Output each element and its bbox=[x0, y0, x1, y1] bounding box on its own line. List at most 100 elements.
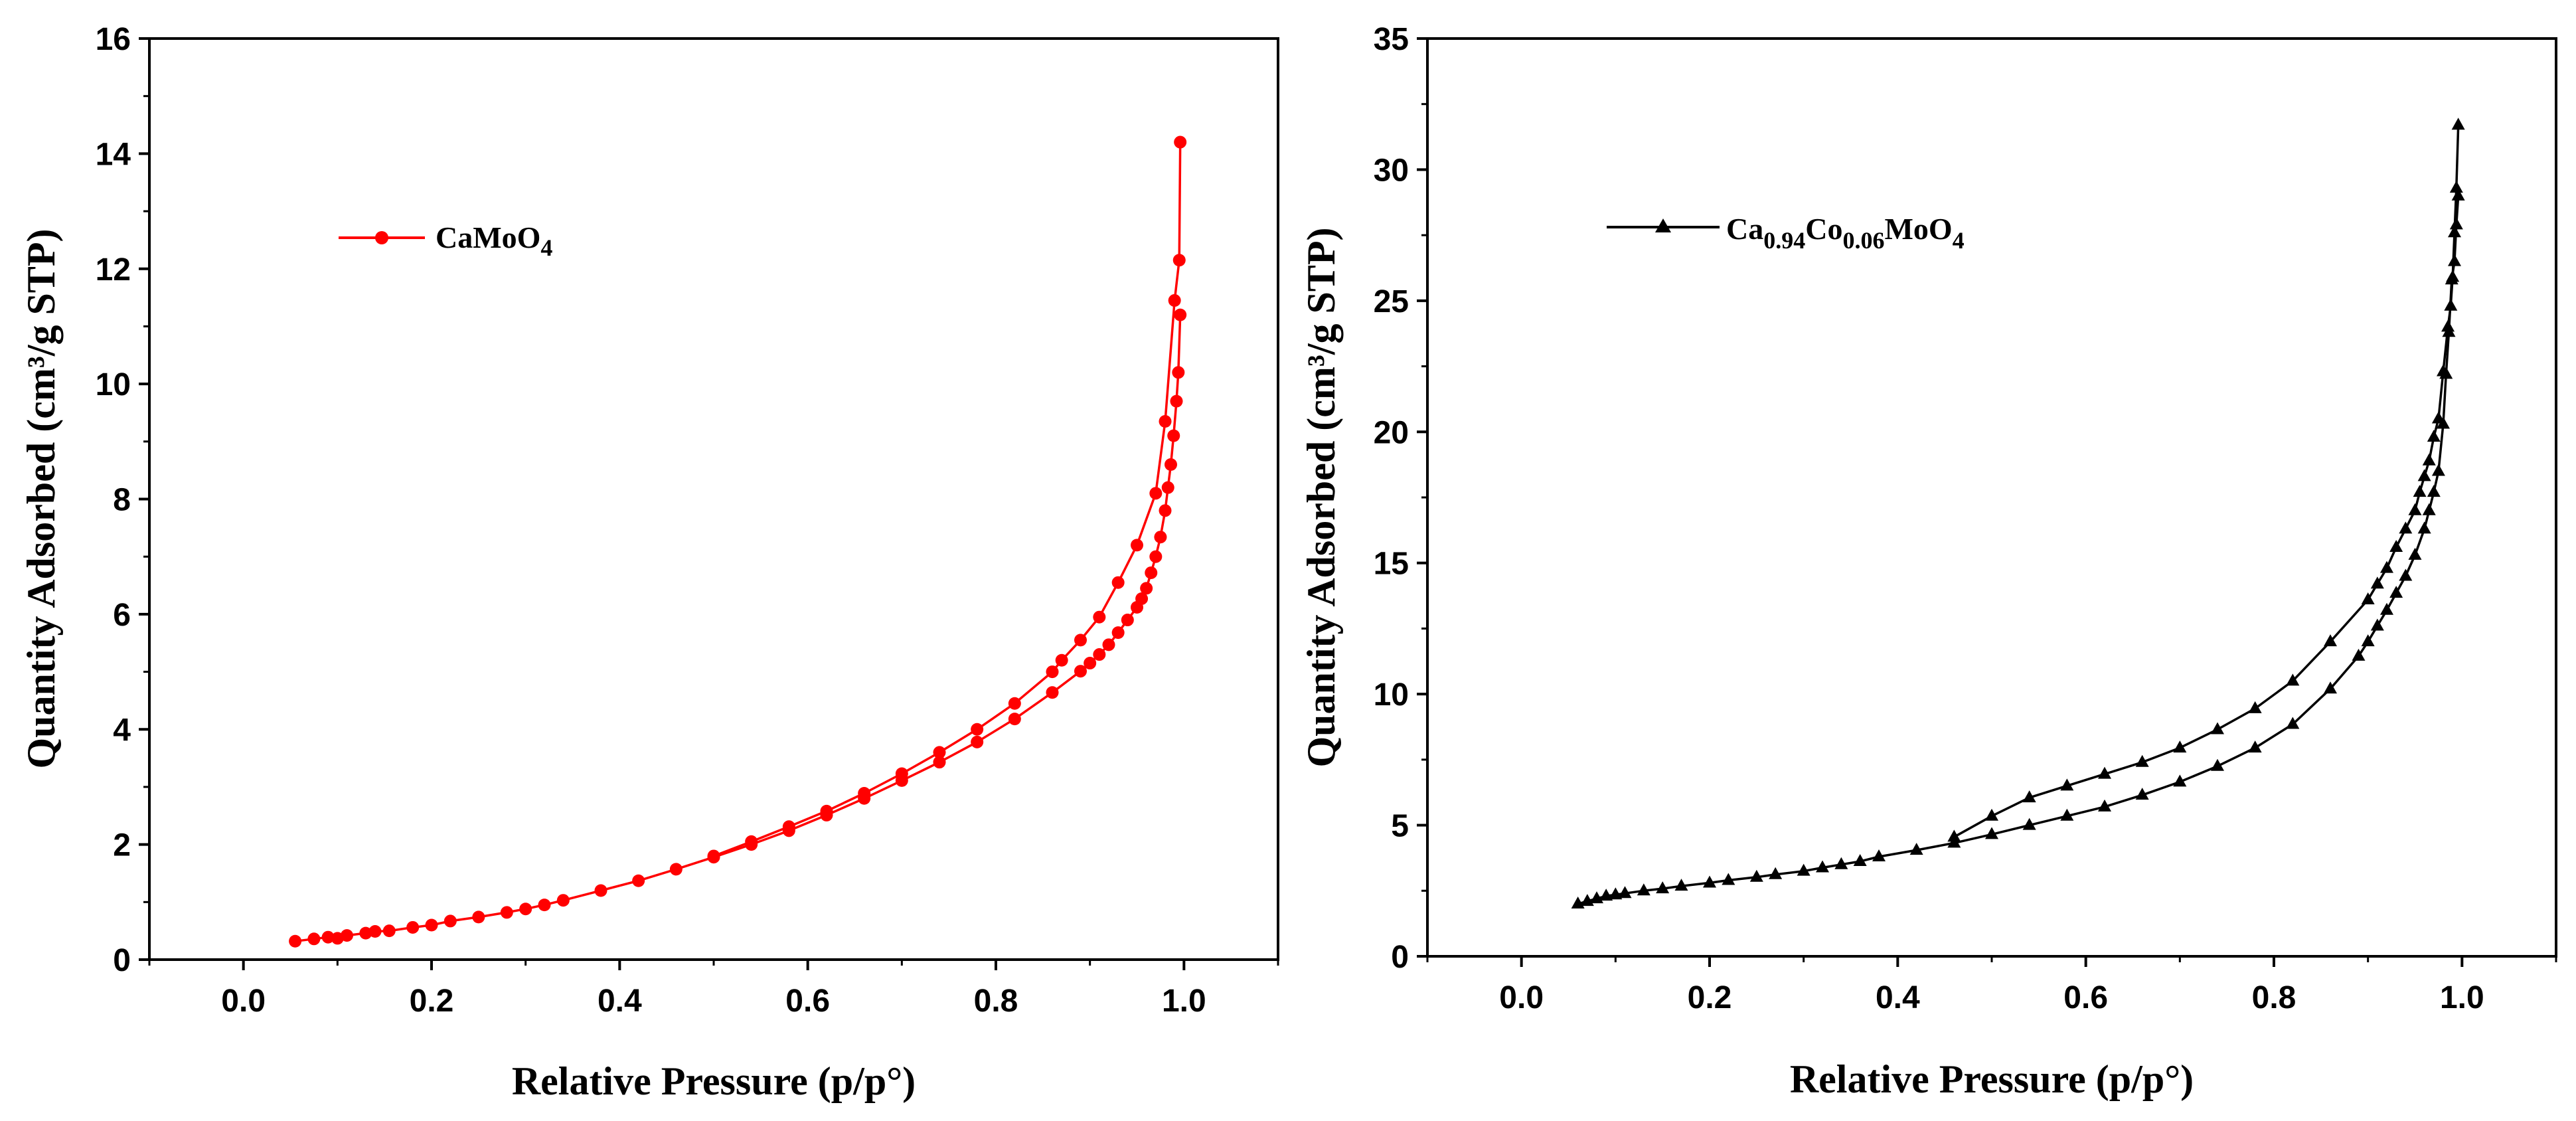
data-point bbox=[1008, 713, 1021, 726]
data-point bbox=[2448, 225, 2461, 238]
x-tick-label: 1.0 bbox=[2440, 980, 2484, 1015]
data-point bbox=[2444, 298, 2458, 311]
data-point bbox=[1703, 875, 1716, 888]
x-tick-labels: 0.0 0.2 0.4 0.6 0.8 1.0 bbox=[1499, 980, 2484, 1015]
data-point bbox=[895, 767, 908, 780]
data-point bbox=[1008, 697, 1021, 710]
tick-marks bbox=[139, 37, 1279, 970]
legend-label: Ca0.94Co0.06MoO4 bbox=[1726, 212, 1965, 254]
x-tick-label: 0.0 bbox=[1499, 980, 1544, 1015]
data-point bbox=[2417, 469, 2431, 481]
x-tick-labels: 0.0 0.2 0.4 0.6 0.8 1.0 bbox=[221, 984, 1206, 1019]
data-point bbox=[1149, 550, 1163, 563]
data-point bbox=[1816, 860, 1829, 873]
x-axis-title: Relative Pressure (p/p°) bbox=[1790, 1057, 2194, 1101]
data-point bbox=[1947, 829, 1961, 842]
desorption-line bbox=[713, 141, 1182, 857]
data-point bbox=[341, 929, 353, 942]
data-point bbox=[1046, 665, 1059, 679]
data-point bbox=[2060, 808, 2074, 821]
data-point bbox=[2389, 540, 2403, 553]
data-point bbox=[707, 849, 720, 863]
data-point bbox=[971, 735, 984, 748]
data-point bbox=[425, 918, 438, 932]
data-point bbox=[1168, 294, 1181, 307]
data-point bbox=[2427, 485, 2441, 497]
data-point bbox=[2098, 766, 2111, 779]
data-point bbox=[2380, 560, 2393, 573]
data-point bbox=[2422, 453, 2436, 466]
data-point bbox=[632, 874, 645, 887]
x-tick-label: 0.4 bbox=[1876, 980, 1920, 1015]
legend-marker bbox=[1655, 218, 1671, 232]
legend-label-s1: 0.94 bbox=[1763, 227, 1805, 254]
data-point bbox=[2022, 818, 2036, 830]
data-point bbox=[1769, 867, 1783, 879]
legend-label-p2: Co bbox=[1805, 212, 1842, 246]
x-tick-label: 0.2 bbox=[1688, 980, 1732, 1015]
data-point bbox=[307, 932, 321, 946]
x-axis-title: Relative Pressure (p/p°) bbox=[512, 1059, 916, 1103]
data-point bbox=[1121, 614, 1134, 627]
data-point bbox=[1170, 394, 1183, 408]
data-point bbox=[782, 820, 795, 833]
y-tick-label: 15 bbox=[1374, 547, 1409, 582]
data-point bbox=[2449, 181, 2463, 193]
data-point bbox=[1159, 504, 1172, 517]
data-point bbox=[538, 899, 551, 912]
data-point bbox=[1159, 414, 1172, 428]
legend-label-sub: 4 bbox=[540, 234, 552, 261]
legend-label-p3: MoO bbox=[1884, 212, 1952, 246]
data-point bbox=[2417, 521, 2431, 534]
x-tick-label: 0.8 bbox=[974, 984, 1018, 1019]
x-tick-label: 1.0 bbox=[1162, 984, 1206, 1019]
data-point bbox=[2135, 788, 2149, 800]
y-tick-label: 25 bbox=[1374, 284, 1409, 319]
data-point bbox=[1174, 308, 1187, 321]
data-point bbox=[1161, 481, 1174, 494]
data-point bbox=[933, 746, 946, 759]
y-tick-label: 10 bbox=[96, 367, 131, 402]
chart-left: 0 2 4 6 8 10 12 14 16 0.0 0.2 0.4 0.6 0.8 1.0 Relativ… bbox=[19, 22, 1279, 1103]
x-tick-label: 0.2 bbox=[410, 984, 454, 1019]
data-point bbox=[2380, 602, 2393, 615]
data-point bbox=[1674, 879, 1688, 891]
data-point bbox=[1174, 135, 1187, 149]
data-point bbox=[1145, 566, 1158, 579]
data-point bbox=[289, 934, 302, 948]
data-point bbox=[1853, 854, 1867, 867]
data-point bbox=[1872, 849, 1886, 861]
data-point bbox=[2427, 430, 2441, 442]
legend-marker bbox=[375, 231, 388, 244]
data-point bbox=[443, 914, 457, 928]
data-point bbox=[1165, 458, 1177, 471]
data-point bbox=[1656, 881, 1670, 894]
legend: Ca0.94Co0.06MoO4 bbox=[1607, 212, 1965, 254]
data-point bbox=[2408, 503, 2422, 515]
y-tick-label: 14 bbox=[96, 137, 131, 172]
data-point bbox=[594, 884, 607, 897]
data-point bbox=[669, 863, 683, 876]
legend-label-p1: Ca bbox=[1726, 212, 1763, 246]
tick-marks bbox=[1417, 37, 2557, 967]
y-tick-label: 8 bbox=[113, 483, 131, 518]
data-point bbox=[2399, 521, 2413, 534]
data-point bbox=[2173, 774, 2187, 787]
y-tick-label: 0 bbox=[113, 943, 131, 978]
data-point bbox=[1154, 531, 1167, 544]
legend-label: CaMoO4 bbox=[436, 220, 552, 261]
y-tick-label: 10 bbox=[1374, 677, 1409, 713]
data-point bbox=[1834, 857, 1848, 869]
series-markers bbox=[289, 135, 1187, 948]
y-tick-label: 5 bbox=[1391, 809, 1409, 844]
data-point bbox=[1172, 254, 1186, 267]
data-point bbox=[820, 804, 833, 818]
data-point bbox=[359, 926, 372, 940]
data-point bbox=[2324, 681, 2337, 694]
data-point bbox=[2361, 634, 2375, 647]
data-point bbox=[2361, 592, 2375, 604]
y-axis-title: Quantity Adsorbed (cm³/g STP) bbox=[1299, 227, 1343, 767]
data-point bbox=[1102, 638, 1115, 651]
y-tick-label: 6 bbox=[113, 598, 131, 633]
legend-label-s3: 4 bbox=[1953, 227, 1965, 254]
